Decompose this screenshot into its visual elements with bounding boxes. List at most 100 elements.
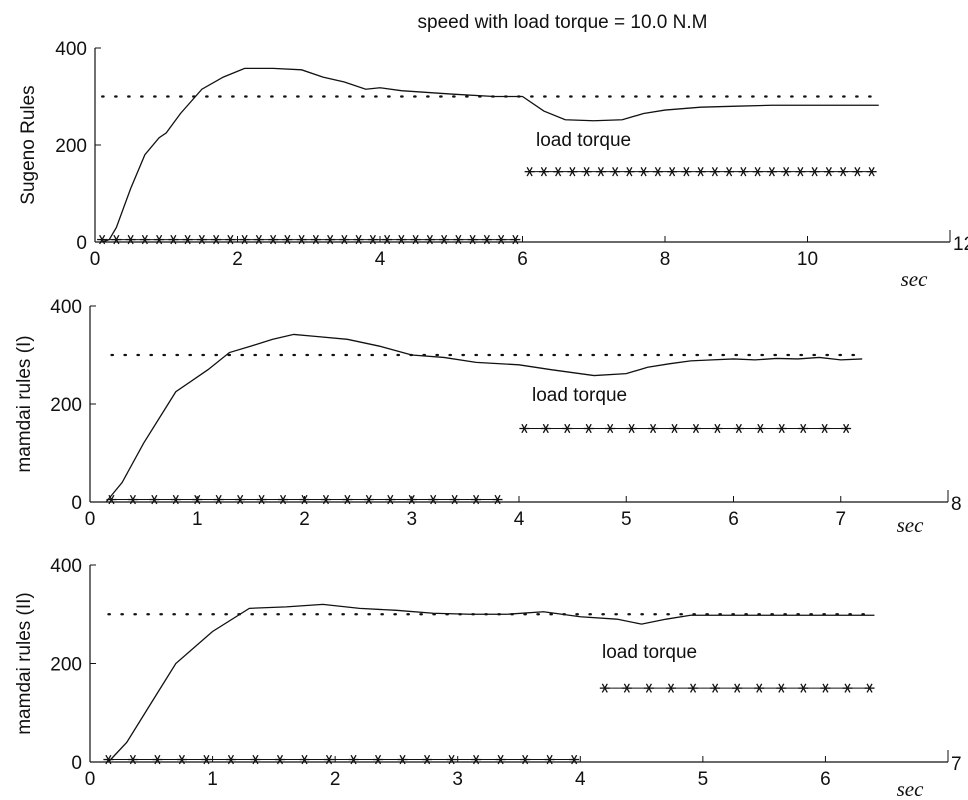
data-point-asterisk [170,494,181,505]
asterisk-stroke [355,234,362,245]
data-point-asterisk [648,423,659,434]
asterisk-stroke [341,234,348,245]
data-point-asterisk [755,423,766,434]
asterisk-stroke [844,683,851,693]
asterisk-stroke [521,423,528,434]
asterisk-stroke [692,423,700,434]
asterisk-stroke [298,234,305,245]
asterisk-stroke [712,683,719,693]
y-tick-label: 0 [71,493,82,514]
x-tick-label: 8 [660,249,671,270]
asterisk-stroke [512,234,519,245]
data-point-asterisk [396,234,407,245]
asterisk-stroke [667,683,675,693]
asterisk-stroke [571,754,578,765]
x-tick-label: 10 [797,249,818,270]
data-point-asterisk [781,167,792,177]
data-point-asterisk [798,683,809,693]
asterisk-stroke [778,683,785,693]
x-tick-label: 5 [621,509,632,530]
asterisk-stroke [441,234,448,245]
asterisk-stroke [237,494,244,505]
data-point-asterisk [467,234,478,245]
data-point-asterisk [339,234,350,245]
data-point-asterisk [127,494,138,505]
asterisk-stroke [866,683,873,693]
data-point-asterisk [324,754,335,765]
asterisk-stroke [129,494,136,505]
asterisk-stroke [498,234,505,245]
asterisk-stroke [398,234,405,245]
data-point-asterisk [481,234,492,245]
x-tick-label: 2 [232,249,243,270]
data-point-asterisk [681,167,692,177]
data-point-asterisk [795,167,806,177]
x-tick-label: 6 [728,509,739,530]
asterisk-stroke [156,234,163,245]
asterisk-stroke [426,234,433,245]
asterisk-stroke [569,167,576,177]
asterisk-stroke [583,167,590,177]
data-point-asterisk [738,167,749,177]
asterisk-stroke [546,754,553,765]
data-point-asterisk [471,754,482,765]
asterisk-stroke [284,234,291,245]
data-point-asterisk [519,423,530,434]
asterisk-stroke [734,683,741,693]
asterisk-stroke [322,494,330,505]
data-point-asterisk [819,423,830,434]
asterisk-stroke [99,234,106,245]
asterisk-stroke [151,494,158,505]
data-point-asterisk [669,423,680,434]
data-point-asterisk [274,754,285,765]
data-point-asterisk [809,167,820,177]
data-point-asterisk [667,167,678,177]
asterisk-stroke [756,683,763,693]
asterisk-stroke [213,234,220,245]
asterisk-stroke [540,167,547,177]
asterisk-stroke [768,167,775,177]
x-tick-label: 3 [406,509,417,530]
data-point-asterisk [320,494,331,505]
data-point-asterisk [544,754,555,765]
data-point-asterisk [776,683,787,693]
data-point-asterisk [213,494,224,505]
x-tick-label: 5 [698,769,709,790]
data-point-asterisk [439,234,450,245]
x-tick-label: 6 [517,249,528,270]
data-point-asterisk [424,234,435,245]
data-point-asterisk [492,494,503,505]
data-point-asterisk [422,754,433,765]
series-line-speed [101,67,879,243]
chart-panel-3: 0 1 2 3 4 5 6 7 0 200 400 mamdai rules (II) sec load … [14,556,962,800]
data-point-asterisk [250,754,261,765]
x-axis-label: sec [897,513,924,537]
data-point-asterisk [752,167,763,177]
chart-panel-1: 0 2 4 6 8 10 12 0 200 400 Sugeno Rules sec speed wit… [18,12,968,291]
data-point-asterisk [496,234,507,245]
data-point-asterisk [864,683,875,693]
data-point-asterisk [754,683,765,693]
data-point-asterisk [449,494,460,505]
data-point-asterisk [235,494,246,505]
asterisk-stroke [607,423,614,434]
asterisk-stroke [350,754,357,765]
asterisk-stroke [526,167,533,177]
data-point-asterisk [149,494,160,505]
data-point-asterisk [310,234,321,245]
asterisk-stroke [811,167,818,177]
data-point-asterisk [348,754,359,765]
data-point-asterisk [820,683,831,693]
asterisk-stroke [628,423,635,434]
data-point-asterisk [196,234,207,245]
y-tick-label: 400 [50,556,82,577]
asterisk-stroke [689,683,697,693]
data-point-asterisk [695,167,706,177]
data-point-asterisk [268,234,279,245]
asterisk-stroke [868,167,875,177]
asterisk-stroke [711,167,718,177]
asterisk-stroke [384,234,391,245]
asterisk-stroke [141,234,148,245]
asterisk-stroke [241,234,248,245]
data-point-asterisk [367,234,378,245]
